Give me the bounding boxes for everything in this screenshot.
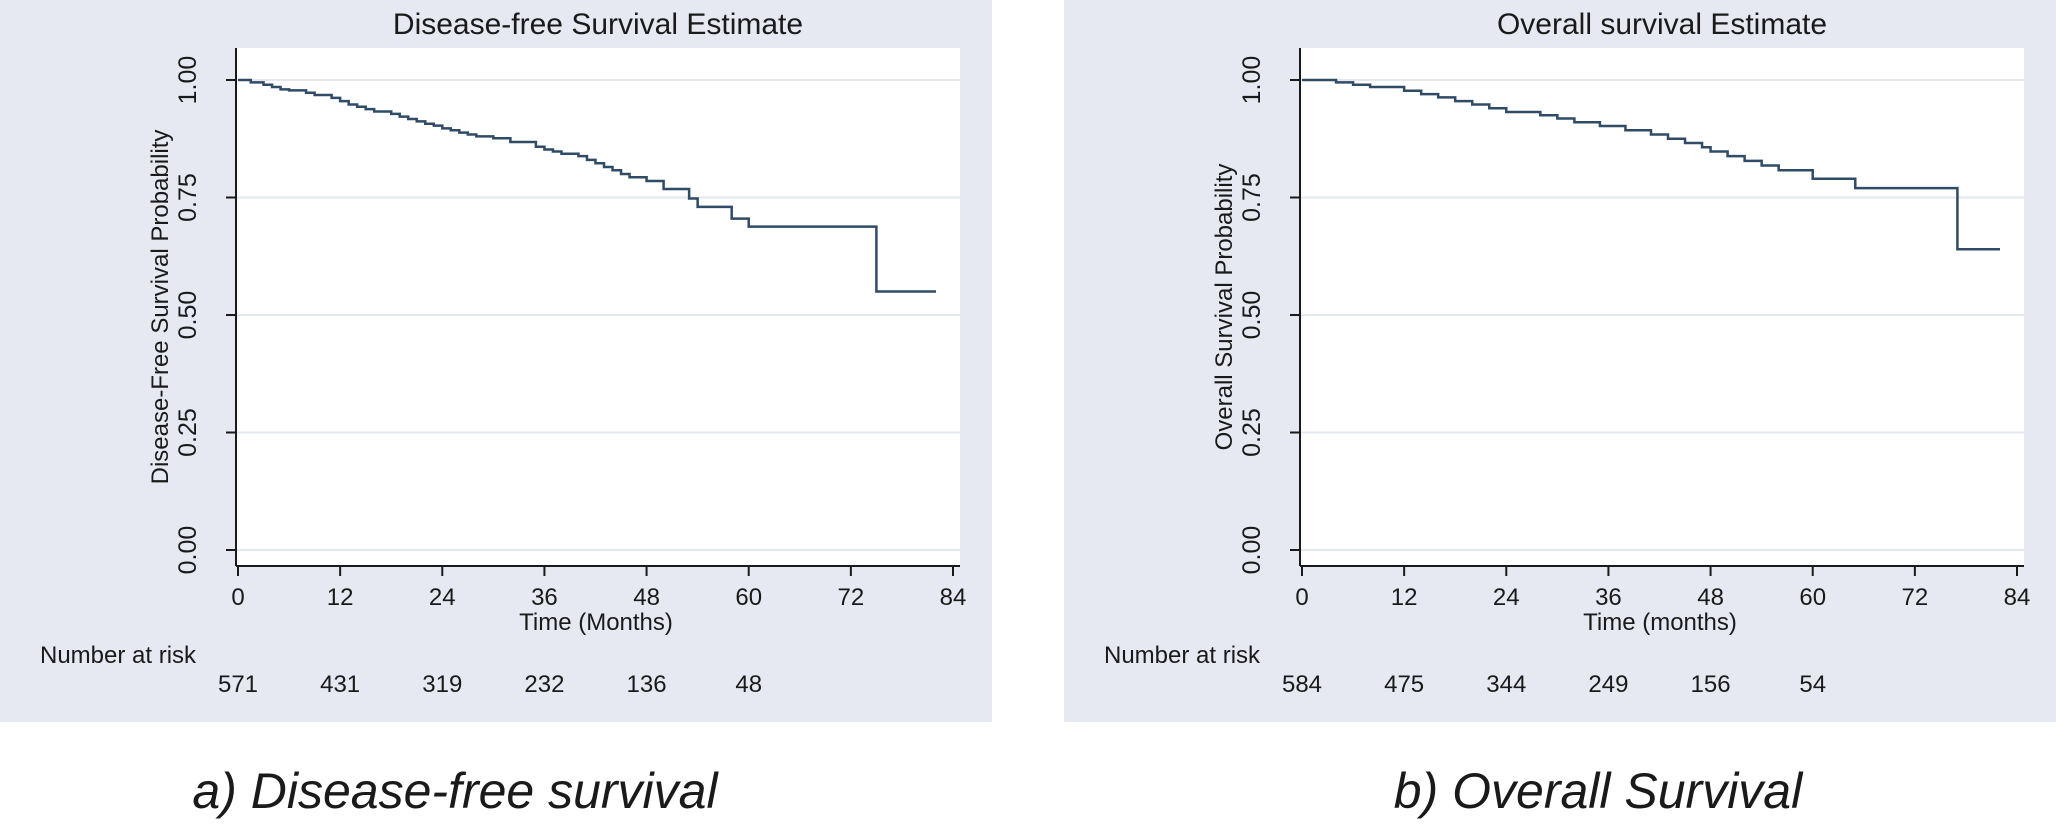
risk-count: 571	[218, 671, 258, 698]
chart-overall: Overall survival Estimate 0.00 0.25 0.50 0.7…	[1064, 0, 2056, 722]
risk-table-label: Number at risk	[40, 642, 197, 669]
y-tick-label: 0.25	[1238, 408, 1266, 457]
x-tick-label: 12	[327, 584, 354, 611]
risk-count: 232	[524, 671, 564, 698]
x-tick-label: 84	[2004, 584, 2031, 611]
survival-curve	[1302, 78, 2000, 251]
y-tick-label: 0.50	[174, 291, 202, 340]
x-tick-label: 24	[429, 584, 456, 611]
caption-overall: b) Overall Survival	[1393, 763, 1803, 819]
risk-count: 431	[320, 671, 360, 698]
y-tick-label: 0.00	[1238, 526, 1266, 575]
plot-area	[1300, 48, 2024, 566]
caption-disease-free: a) Disease-free survival	[192, 763, 718, 819]
risk-count: 54	[1799, 671, 1826, 698]
y-tick-label: 0.75	[174, 173, 202, 222]
x-tick-label: 0	[1295, 584, 1308, 611]
x-tick-label: 60	[735, 584, 762, 611]
y-axis-label: Disease-Free Survival Probability	[147, 130, 174, 485]
risk-count: 48	[735, 671, 762, 698]
y-tick-label: 0.25	[174, 408, 202, 457]
x-tick-label: 36	[531, 584, 558, 611]
panel-overall: Overall survival Estimate 0.00 0.25 0.50 0.7…	[1064, 0, 2056, 722]
chart-title: Overall survival Estimate	[1497, 8, 1827, 41]
x-tick-label: 72	[838, 584, 865, 611]
chart-title: Disease-free Survival Estimate	[393, 8, 803, 41]
risk-count: 249	[1588, 671, 1628, 698]
risk-count: 344	[1486, 671, 1526, 698]
risk-count: 475	[1384, 671, 1424, 698]
y-tick-label: 0.50	[1238, 291, 1266, 340]
y-axis-label: Overall Survival Probability	[1211, 164, 1238, 451]
x-tick-label: 24	[1493, 584, 1520, 611]
x-tick-label: 12	[1391, 584, 1418, 611]
risk-count: 136	[627, 671, 667, 698]
y-tick-label: 0.75	[1238, 173, 1266, 222]
x-axis-label: Time (months)	[1583, 609, 1737, 636]
x-tick-label: 60	[1799, 584, 1826, 611]
risk-count: 156	[1691, 671, 1731, 698]
x-tick-label: 84	[940, 584, 967, 611]
plot-area	[236, 48, 960, 566]
y-tick-label: 1.00	[1238, 56, 1266, 105]
risk-count: 584	[1282, 671, 1322, 698]
x-tick-label: 72	[1902, 584, 1929, 611]
y-tick-label: 0.00	[174, 526, 202, 575]
x-tick-label: 48	[633, 584, 660, 611]
x-tick-label: 36	[1595, 584, 1622, 611]
x-tick-label: 48	[1697, 584, 1724, 611]
x-axis-label: Time (Months)	[519, 609, 673, 636]
panel-disease-free: Disease-free Survival Estimate 0.00 0.25 0.…	[0, 0, 992, 722]
risk-count: 319	[422, 671, 462, 698]
survival-curve	[238, 78, 936, 293]
chart-disease-free: Disease-free Survival Estimate 0.00 0.25 0.…	[0, 0, 992, 722]
y-tick-label: 1.00	[174, 56, 202, 105]
x-tick-label: 0	[231, 584, 244, 611]
risk-table-label: Number at risk	[1104, 642, 1261, 669]
